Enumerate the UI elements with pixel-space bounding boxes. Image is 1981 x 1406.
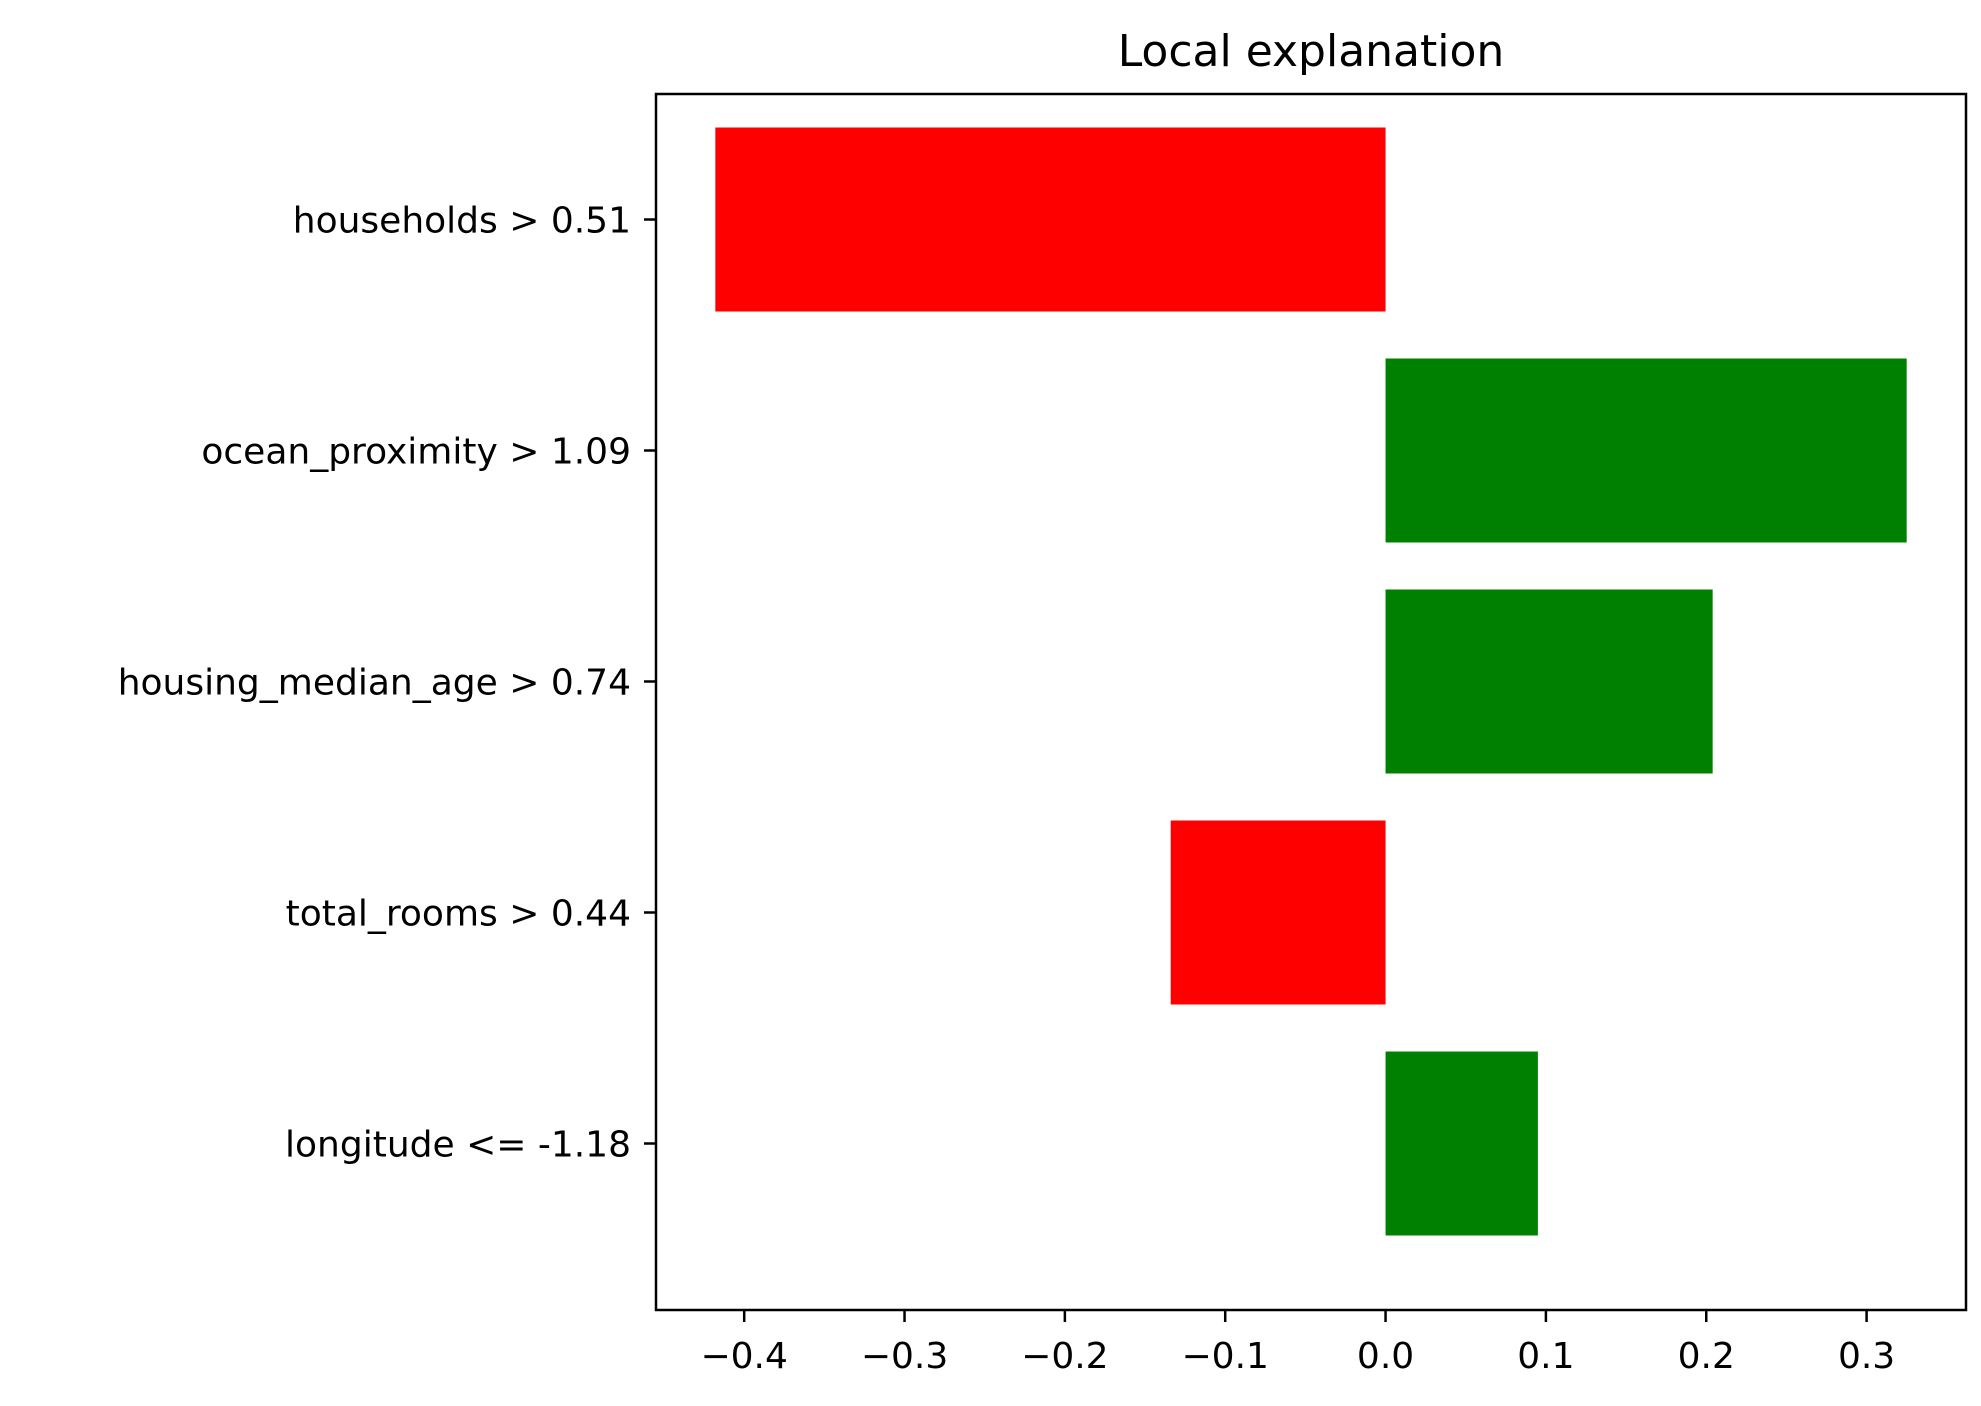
x-ticks: −0.4 −0.3 −0.2 −0.1 0.0 0.1 0.2 0.3 bbox=[700, 1310, 1895, 1377]
x-tick-label: 0.2 bbox=[1678, 1336, 1735, 1377]
x-tick-label: 0.1 bbox=[1517, 1336, 1574, 1377]
x-tick-label: −0.4 bbox=[700, 1336, 787, 1377]
bar-households-0-51 bbox=[715, 127, 1386, 312]
x-tick-label: −0.1 bbox=[1182, 1336, 1269, 1377]
y-tick-label: households > 0.51 bbox=[293, 201, 631, 242]
y-tick-label: housing_median_age > 0.74 bbox=[118, 663, 631, 704]
plot-frame bbox=[654, 92, 1968, 1312]
y-tick-labels: households > 0.51 ocean_proximity > 1.09 h… bbox=[118, 201, 656, 1166]
x-tick-label: −0.2 bbox=[1021, 1336, 1108, 1377]
y-tick-label: ocean_proximity > 1.09 bbox=[201, 432, 631, 473]
y-tick-label: total_rooms > 0.44 bbox=[286, 894, 631, 935]
x-tick-label: −0.3 bbox=[861, 1336, 948, 1377]
bar-ocean-proximity-1-09 bbox=[1385, 358, 1907, 543]
bar-total-rooms-0-44 bbox=[1170, 820, 1386, 1005]
bar-housing-median-age-0-74 bbox=[1385, 589, 1713, 774]
bars-group bbox=[715, 127, 1907, 1236]
bar-longitude-1-18 bbox=[1385, 1051, 1538, 1236]
x-tick-label: 0.0 bbox=[1357, 1336, 1414, 1377]
x-tick-label: 0.3 bbox=[1838, 1336, 1895, 1377]
chart-title: Local explanation bbox=[1118, 26, 1505, 77]
y-tick-label: longitude <= -1.18 bbox=[285, 1125, 631, 1166]
